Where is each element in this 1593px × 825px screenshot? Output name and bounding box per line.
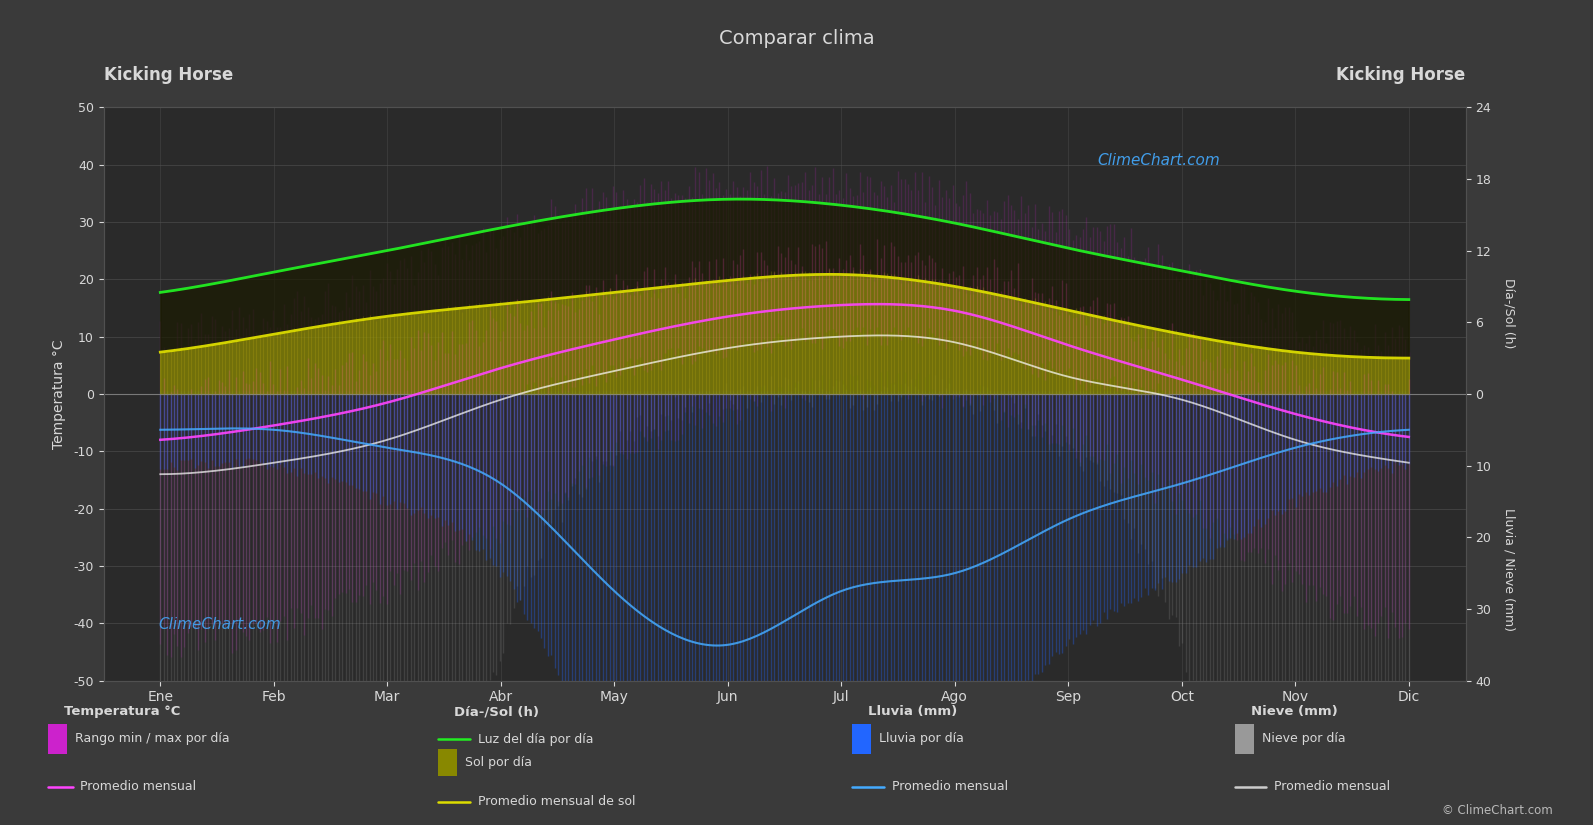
Text: Promedio mensual de sol: Promedio mensual de sol xyxy=(478,795,636,808)
Bar xyxy=(438,749,457,776)
Text: Kicking Horse: Kicking Horse xyxy=(104,66,233,84)
Bar xyxy=(48,724,67,754)
Y-axis label: Temperatura °C: Temperatura °C xyxy=(53,339,67,449)
Text: Comparar clima: Comparar clima xyxy=(718,29,875,48)
Text: ClimeChart.com: ClimeChart.com xyxy=(158,617,280,632)
Text: Lluvia por día: Lluvia por día xyxy=(879,732,964,745)
Text: Día-/Sol (h): Día-/Sol (h) xyxy=(1504,278,1517,349)
Text: Temperatura °C: Temperatura °C xyxy=(64,705,180,719)
Text: © ClimeChart.com: © ClimeChart.com xyxy=(1442,804,1553,817)
Text: Lluvia (mm): Lluvia (mm) xyxy=(868,705,957,719)
Text: Día-/Sol (h): Día-/Sol (h) xyxy=(454,705,538,719)
Bar xyxy=(1235,724,1254,754)
Text: Nieve (mm): Nieve (mm) xyxy=(1251,705,1337,719)
Text: Luz del día por día: Luz del día por día xyxy=(478,733,594,746)
Text: Promedio mensual: Promedio mensual xyxy=(1274,780,1391,794)
Text: ClimeChart.com: ClimeChart.com xyxy=(1098,153,1220,167)
Text: Kicking Horse: Kicking Horse xyxy=(1337,66,1466,84)
Text: Promedio mensual: Promedio mensual xyxy=(892,780,1008,794)
Text: Rango min / max por día: Rango min / max por día xyxy=(75,732,229,745)
Text: Lluvia / Nieve (mm): Lluvia / Nieve (mm) xyxy=(1504,507,1517,631)
Text: Sol por día: Sol por día xyxy=(465,756,532,769)
Text: Nieve por día: Nieve por día xyxy=(1262,732,1344,745)
Bar xyxy=(852,724,871,754)
Text: Promedio mensual: Promedio mensual xyxy=(80,780,196,794)
